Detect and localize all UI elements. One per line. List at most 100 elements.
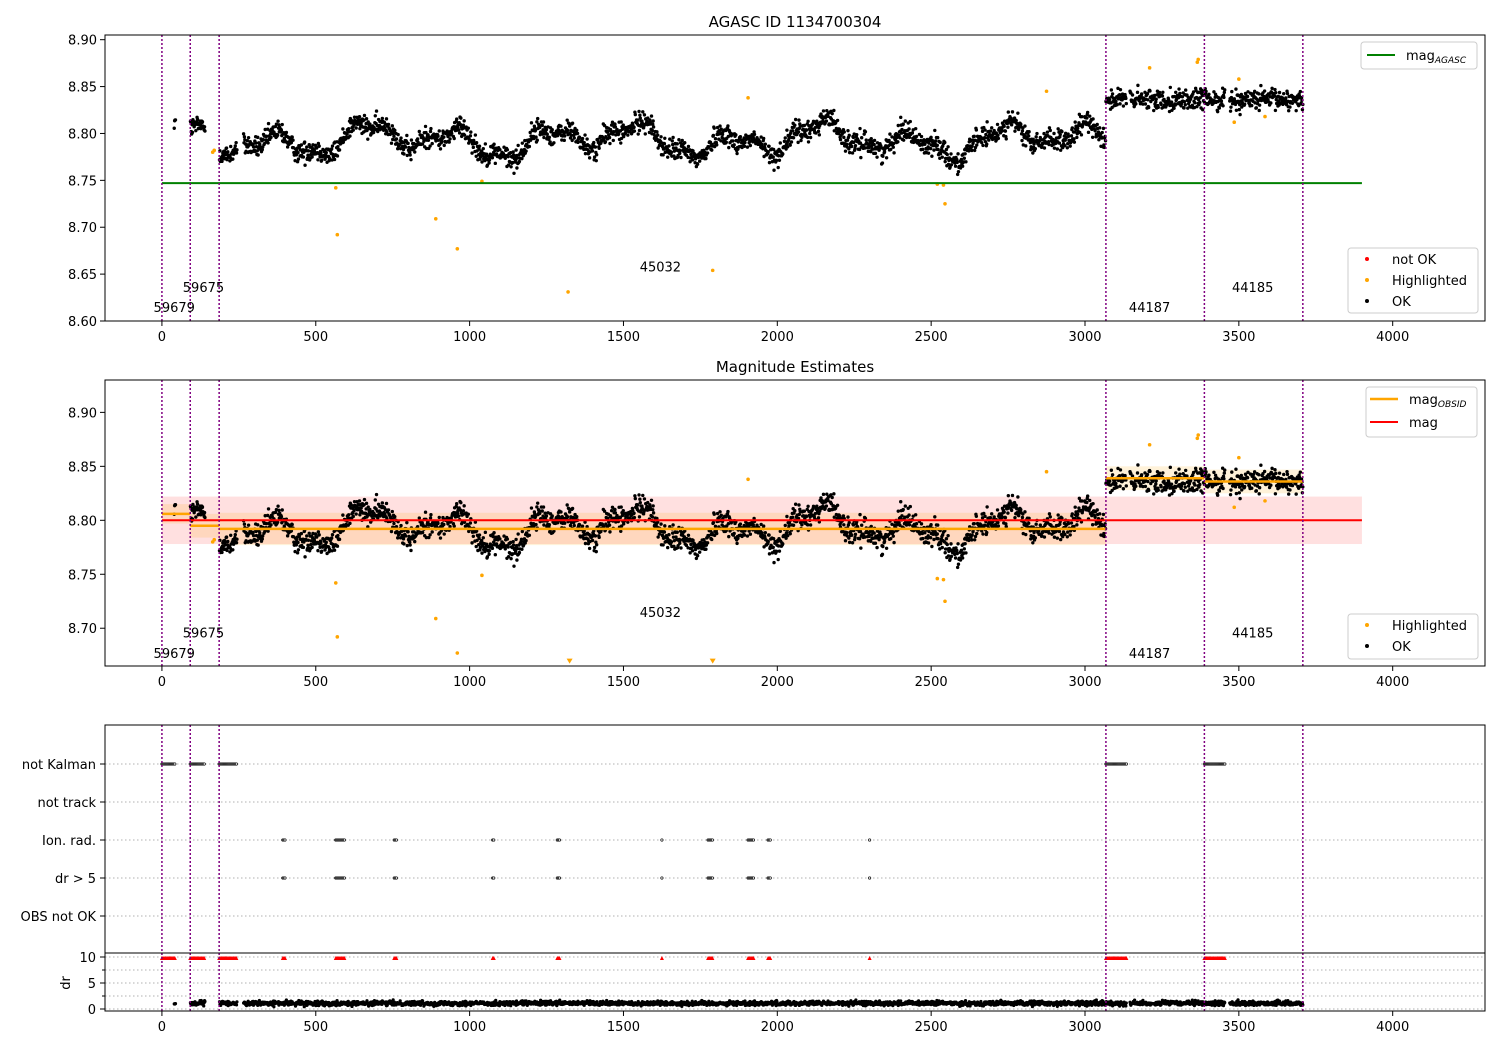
ok-point [544,127,549,132]
ok-point [688,551,692,555]
ok-point [1217,106,1222,110]
ok-point [280,122,284,127]
ok-point [680,138,684,143]
ok-point [949,542,953,546]
ok-point [394,524,399,529]
ok-point [511,153,516,157]
ok-point [1252,89,1257,94]
ok-point [1085,110,1090,115]
highlighted-point [333,186,338,190]
ok-point [565,128,570,133]
ok-point [1023,510,1027,514]
ok-point [651,511,656,515]
ok-point [1298,89,1303,94]
ok-point [415,137,420,141]
ok-point [1159,102,1163,107]
ok-point [863,516,868,521]
ok-point [459,500,463,505]
highlighted-point [1263,114,1267,119]
ok-point [678,149,682,153]
ok-point [329,536,334,540]
ok-point [642,497,647,501]
ok-point [983,514,987,519]
ok-point [590,538,595,543]
ok-point [1004,522,1008,526]
ok-point [1002,504,1007,508]
ok-point [668,137,672,141]
ok-point [543,511,547,515]
ok-point [477,147,481,151]
ok-point [330,144,335,148]
ok-point [512,171,516,175]
ok-point [1024,144,1028,148]
ok-point [1004,137,1008,141]
ok-point [632,129,637,133]
ok-point [904,523,909,527]
ok-point [296,548,301,552]
ok-point [821,492,826,497]
ok-point [1143,484,1148,489]
ok-point [298,537,303,542]
ok-point [614,133,618,137]
ok-point [1118,468,1123,472]
ok-point [1003,515,1008,520]
ok-point [477,533,482,537]
ok-point [1110,488,1114,493]
ok-point [172,126,176,130]
ok-point [454,117,459,121]
ok-point [335,544,340,548]
ok-point [565,515,570,519]
ok-point [1238,112,1242,117]
ok-point [492,142,496,146]
ok-point [285,534,290,538]
highlighted-point [335,232,340,237]
ok-point [864,138,868,142]
ok-point [1240,105,1244,109]
ok-point [570,138,574,143]
ok-point [389,529,394,534]
ok-point [964,160,968,164]
ok-point [638,497,642,501]
ok-point [959,157,964,162]
ok-point [359,506,363,510]
ok-point [461,509,466,513]
ok-point [511,539,515,544]
ok-point [932,148,936,152]
ok-point [777,158,782,162]
ok-point [640,506,645,511]
ok-point [835,503,840,507]
ok-point [403,145,408,149]
ok-point [832,515,836,519]
ok-point [850,151,855,155]
ok-point [420,530,425,535]
ok-point [808,523,813,527]
ok-point [552,529,556,533]
ok-point [1088,498,1092,503]
ok-point [396,536,400,540]
ok-point [826,114,830,119]
ok-point [1130,474,1135,478]
ok-point [748,143,753,148]
ok-point [619,505,623,509]
ok-point [427,535,431,540]
ok-point [484,542,489,546]
ok-point [535,501,540,505]
ok-point [469,130,473,134]
ok-point [1010,493,1015,498]
ok-point [335,154,340,158]
ok-point [637,493,641,497]
ok-point [269,523,273,527]
ok-point [1060,129,1064,134]
ok-point [697,159,702,163]
ok-point [1259,83,1263,88]
ok-point [928,146,933,151]
ok-point [985,530,989,535]
ok-point [847,133,851,138]
ok-point [503,156,507,161]
ok-point [907,513,911,517]
ok-point [446,134,450,139]
ok-point [319,158,324,163]
ok-point [1056,127,1060,131]
ok-point [234,140,238,145]
ok-point [791,515,795,519]
